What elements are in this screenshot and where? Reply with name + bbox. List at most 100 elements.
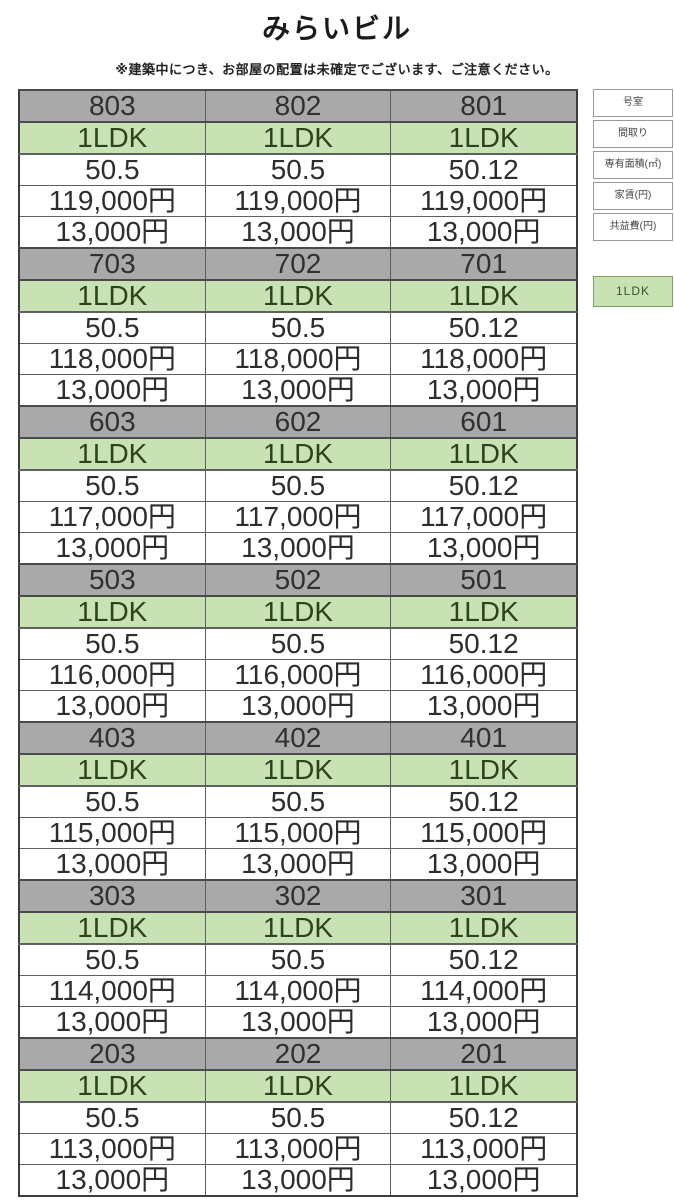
rent-cell: 114,000円 — [390, 975, 578, 1007]
layout-cell: 1LDK — [204, 279, 392, 313]
room-cell: 201 — [390, 1037, 578, 1071]
room-cell: 402 — [204, 721, 392, 755]
floor-2-layout-row: 1LDK 1LDK 1LDK — [18, 1069, 578, 1103]
rent-cell: 115,000円 — [204, 817, 392, 849]
fee-cell: 13,000円 — [204, 532, 392, 565]
floor-8-area-row: 50.5 50.5 50.12 — [18, 153, 578, 186]
room-cell: 303 — [18, 879, 206, 913]
legend-label-layout: 間取り — [593, 120, 673, 148]
layout-cell: 1LDK — [390, 121, 578, 155]
floor-7-layout-row: 1LDK 1LDK 1LDK — [18, 279, 578, 313]
room-cell: 601 — [390, 405, 578, 439]
legend-label-area: 専有面積(㎡) — [593, 151, 673, 179]
area-cell: 50.5 — [204, 785, 392, 818]
fee-cell: 13,000円 — [18, 216, 206, 249]
layout-cell: 1LDK — [204, 595, 392, 629]
room-cell: 802 — [204, 89, 392, 123]
room-cell: 302 — [204, 879, 392, 913]
rent-cell: 118,000円 — [204, 343, 392, 375]
rent-cell: 114,000円 — [18, 975, 206, 1007]
room-cell: 403 — [18, 721, 206, 755]
floor-5-area-row: 50.5 50.5 50.12 — [18, 627, 578, 660]
rent-cell: 116,000円 — [204, 659, 392, 691]
floor-6-room-row: 603 602 601 — [18, 405, 578, 439]
layout-cell: 1LDK — [390, 595, 578, 629]
floor-4-layout-row: 1LDK 1LDK 1LDK — [18, 753, 578, 787]
fee-cell: 13,000円 — [18, 374, 206, 407]
floor-2-area-row: 50.5 50.5 50.12 — [18, 1101, 578, 1134]
room-cell: 701 — [390, 247, 578, 281]
layout-cell: 1LDK — [18, 911, 206, 945]
fee-cell: 13,000円 — [204, 690, 392, 723]
fee-cell: 13,000円 — [18, 1164, 206, 1197]
floor-4-rent-row: 115,000円 115,000円 115,000円 — [18, 817, 578, 849]
room-price-table: 803 802 801 1LDK 1LDK 1LDK 50.5 50.5 50.12 119,00… — [18, 89, 578, 1197]
rent-cell: 113,000円 — [204, 1133, 392, 1165]
area-cell: 50.5 — [18, 153, 206, 186]
floor-2-rent-row: 113,000円 113,000円 113,000円 — [18, 1133, 578, 1165]
layout-cell: 1LDK — [390, 437, 578, 471]
layout-cell: 1LDK — [204, 911, 392, 945]
rent-cell: 113,000円 — [18, 1133, 206, 1165]
area-cell: 50.12 — [390, 311, 578, 344]
legend-label-room-number: 号室 — [593, 89, 673, 117]
room-cell: 602 — [204, 405, 392, 439]
area-cell: 50.5 — [204, 311, 392, 344]
area-cell: 50.5 — [204, 627, 392, 660]
layout-cell: 1LDK — [390, 753, 578, 787]
legend-label-fee: 共益費(円) — [593, 213, 673, 241]
floor-7-fee-row: 13,000円 13,000円 13,000円 — [18, 374, 578, 407]
area-cell: 50.5 — [18, 1101, 206, 1134]
room-cell: 202 — [204, 1037, 392, 1071]
fee-cell: 13,000円 — [390, 216, 578, 249]
floor-6-rent-row: 117,000円 117,000円 117,000円 — [18, 501, 578, 533]
room-price-table-body: 803 802 801 1LDK 1LDK 1LDK 50.5 50.5 50.12 119,00… — [18, 89, 578, 1197]
area-cell: 50.12 — [390, 469, 578, 502]
fee-cell: 13,000円 — [18, 848, 206, 881]
area-cell: 50.5 — [18, 627, 206, 660]
layout-cell: 1LDK — [18, 437, 206, 471]
rent-cell: 116,000円 — [390, 659, 578, 691]
layout-cell: 1LDK — [204, 121, 392, 155]
floor-5-room-row: 503 502 501 — [18, 563, 578, 597]
room-cell: 501 — [390, 563, 578, 597]
area-cell: 50.5 — [204, 1101, 392, 1134]
legend-label-rent: 家賃(円) — [593, 182, 673, 210]
room-cell: 502 — [204, 563, 392, 597]
floor-7-room-row: 703 702 701 — [18, 247, 578, 281]
building-title: みらいビル — [261, 13, 412, 44]
floor-3-room-row: 303 302 301 — [18, 879, 578, 913]
fee-cell: 13,000円 — [390, 1164, 578, 1197]
floor-6-fee-row: 13,000円 13,000円 13,000円 — [18, 532, 578, 565]
rent-cell: 119,000円 — [18, 185, 206, 217]
fee-cell: 13,000円 — [390, 1006, 578, 1039]
layout-cell: 1LDK — [204, 753, 392, 787]
rent-cell: 117,000円 — [204, 501, 392, 533]
floor-4-room-row: 403 402 401 — [18, 721, 578, 755]
rent-cell: 116,000円 — [18, 659, 206, 691]
floor-3-layout-row: 1LDK 1LDK 1LDK — [18, 911, 578, 945]
rent-cell: 119,000円 — [390, 185, 578, 217]
rent-cell: 117,000円 — [390, 501, 578, 533]
layout-cell: 1LDK — [18, 1069, 206, 1103]
room-cell: 503 — [18, 563, 206, 597]
floor-6-layout-row: 1LDK 1LDK 1LDK — [18, 437, 578, 471]
floor-2-fee-row: 13,000円 13,000円 13,000円 — [18, 1164, 578, 1197]
fee-cell: 13,000円 — [390, 374, 578, 407]
area-cell: 50.5 — [204, 943, 392, 976]
layout-cell: 1LDK — [18, 121, 206, 155]
area-cell: 50.5 — [18, 469, 206, 502]
rent-cell: 117,000円 — [18, 501, 206, 533]
rent-cell: 114,000円 — [204, 975, 392, 1007]
fee-cell: 13,000円 — [204, 1164, 392, 1197]
floor-4-fee-row: 13,000円 13,000円 13,000円 — [18, 848, 578, 881]
area-cell: 50.12 — [390, 153, 578, 186]
area-cell: 50.5 — [18, 785, 206, 818]
fee-cell: 13,000円 — [204, 216, 392, 249]
area-cell: 50.5 — [204, 469, 392, 502]
room-cell: 401 — [390, 721, 578, 755]
rent-cell: 113,000円 — [390, 1133, 578, 1165]
floor-5-fee-row: 13,000円 13,000円 13,000円 — [18, 690, 578, 723]
fee-cell: 13,000円 — [390, 690, 578, 723]
